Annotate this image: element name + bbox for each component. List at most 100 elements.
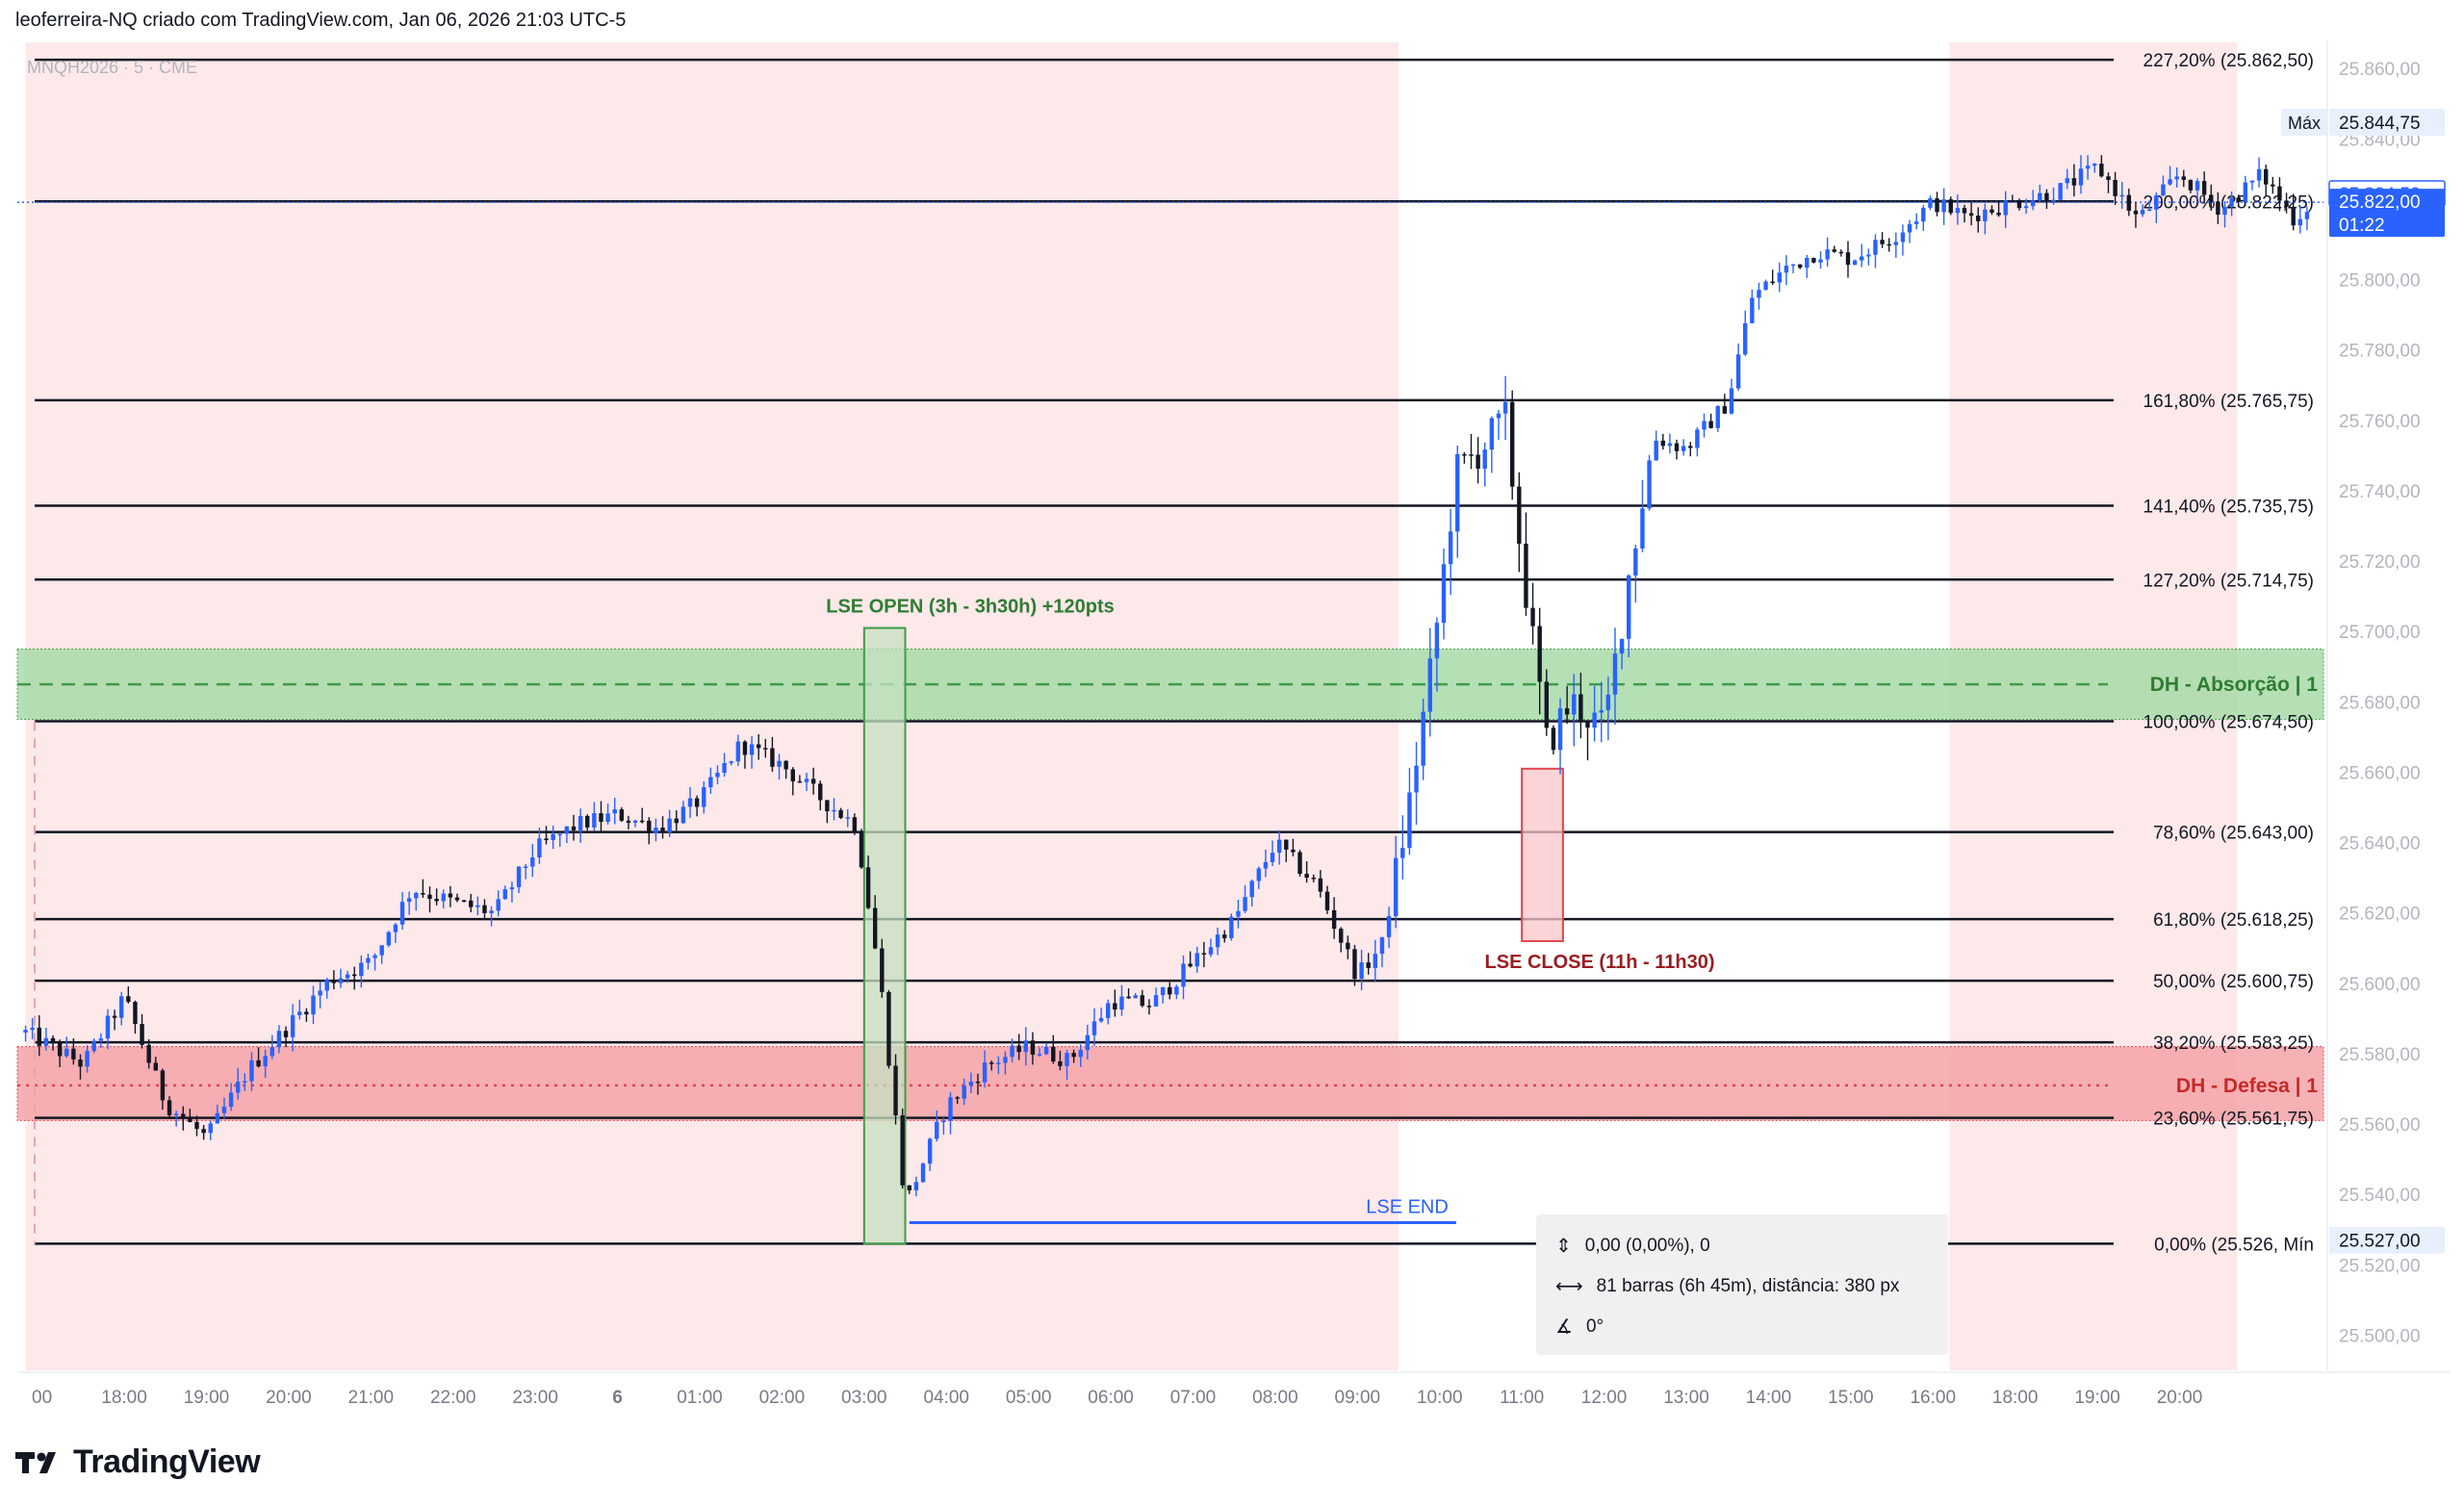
price-tick: 25.520,00 — [2339, 1256, 2421, 1276]
candle-body — [790, 769, 795, 781]
candle-body — [1427, 658, 1432, 712]
candle-body — [2256, 168, 2262, 181]
candle-body — [1866, 254, 1871, 257]
time-tick: 05:00 — [1006, 1388, 1052, 1408]
candle-body — [1229, 916, 1234, 938]
candle-body — [194, 1122, 199, 1130]
candle-body — [2092, 164, 2097, 166]
candle-body — [1297, 852, 1302, 875]
price-badge-value: 25.844,75 — [2339, 114, 2421, 134]
candle-body — [372, 955, 377, 958]
candle-body — [578, 815, 583, 830]
price-tick: 25.720,00 — [2339, 552, 2421, 573]
candle-body — [1722, 406, 1728, 414]
candle-body — [2229, 197, 2234, 207]
candle-body — [1065, 1053, 1069, 1066]
candle-body — [2071, 178, 2077, 186]
candle-body — [1805, 257, 1810, 268]
candle-body — [859, 830, 864, 868]
candle-body — [1318, 878, 1323, 892]
candle-body — [1181, 963, 1186, 987]
time-tick: 21:00 — [348, 1388, 395, 1408]
candle-body — [1043, 1046, 1049, 1055]
candle-body — [852, 817, 858, 831]
candle-body — [1860, 256, 1864, 261]
candle-body — [1578, 694, 1583, 723]
candle-body — [1140, 995, 1145, 1007]
candle-body — [2038, 192, 2042, 201]
time-tick: 08:00 — [1252, 1388, 1298, 1408]
time-tick: 09:00 — [1335, 1388, 1381, 1408]
candle-body — [654, 828, 658, 833]
candle-body — [2194, 181, 2200, 191]
candle-body — [105, 1015, 111, 1039]
candle-body — [1037, 1054, 1042, 1056]
candle-body — [1146, 1006, 1152, 1008]
tradingview-logo[interactable]: TradingView — [15, 1443, 261, 1481]
price-tick: 25.760,00 — [2339, 412, 2421, 432]
time-tick: 07:00 — [1170, 1388, 1217, 1408]
candle-body — [2201, 181, 2207, 195]
candle-body — [1845, 252, 1851, 266]
candle-body — [276, 1031, 282, 1048]
candle-body — [324, 980, 329, 991]
candle-body — [2044, 192, 2049, 202]
candle-body — [927, 1138, 933, 1164]
candle-body — [1777, 272, 1783, 283]
candle-body — [1797, 264, 1803, 268]
price-tick: 25.700,00 — [2339, 623, 2421, 643]
max-label: Máx — [2288, 114, 2321, 133]
zone-box — [16, 1046, 2324, 1121]
candle-body — [1243, 897, 1247, 911]
candle-body — [2284, 200, 2289, 207]
candle-body — [1201, 953, 1207, 955]
candle-body — [1276, 839, 1282, 854]
tradingview-logo-text: TradingView — [73, 1443, 261, 1480]
time-tick: 10:00 — [1417, 1388, 1463, 1408]
candle-body — [2010, 200, 2015, 202]
candle-body — [1948, 199, 1953, 214]
candle-body — [564, 826, 570, 834]
candle-body — [181, 1113, 186, 1119]
candle-body — [1393, 857, 1399, 916]
candle-body — [1270, 853, 1275, 862]
candle-body — [729, 761, 733, 763]
measure-bars-row: ⟷ 81 barras (6h 45m), distância: 380 px — [1555, 1274, 1899, 1298]
candle-body — [886, 991, 891, 1066]
candle-body — [1976, 216, 1981, 221]
candle-body — [1236, 910, 1241, 917]
candle-body — [1750, 297, 1755, 323]
time-tick: 23:00 — [512, 1388, 558, 1408]
candle-body — [955, 1097, 960, 1099]
price-badge-value: 25.527,00 — [2339, 1232, 2421, 1252]
candle-body — [900, 1114, 905, 1186]
candle-body — [1304, 874, 1309, 878]
candle-body — [173, 1113, 179, 1115]
fib-label: 161,80% (25.765,75) — [2143, 392, 2314, 412]
chart-title: leoferreira-NQ criado com TradingView.co… — [15, 10, 627, 31]
candle-body — [1524, 543, 1528, 608]
candle-body — [516, 866, 522, 887]
time-tick: 6 — [612, 1388, 623, 1408]
candle-body — [98, 1038, 104, 1041]
candle-body — [1654, 440, 1658, 461]
candle-body — [1023, 1040, 1029, 1053]
candle-body — [1729, 388, 1734, 414]
candle-body — [948, 1097, 953, 1121]
candle-body — [1256, 868, 1262, 881]
candle-body — [338, 978, 344, 983]
candle-body — [2051, 199, 2056, 202]
candle-body — [544, 838, 549, 840]
candle-body — [1695, 429, 1700, 448]
candle-body — [865, 867, 871, 908]
candle-body — [2271, 184, 2275, 187]
candle-body — [1126, 996, 1131, 999]
time-tick: 13:00 — [1663, 1388, 1709, 1408]
candle-body — [1106, 1003, 1111, 1018]
candle-body — [228, 1092, 234, 1108]
price-tick: 25.800,00 — [2339, 271, 2421, 292]
candle-body — [605, 813, 610, 822]
candle-body — [1811, 257, 1816, 263]
candle-body — [2023, 206, 2029, 209]
